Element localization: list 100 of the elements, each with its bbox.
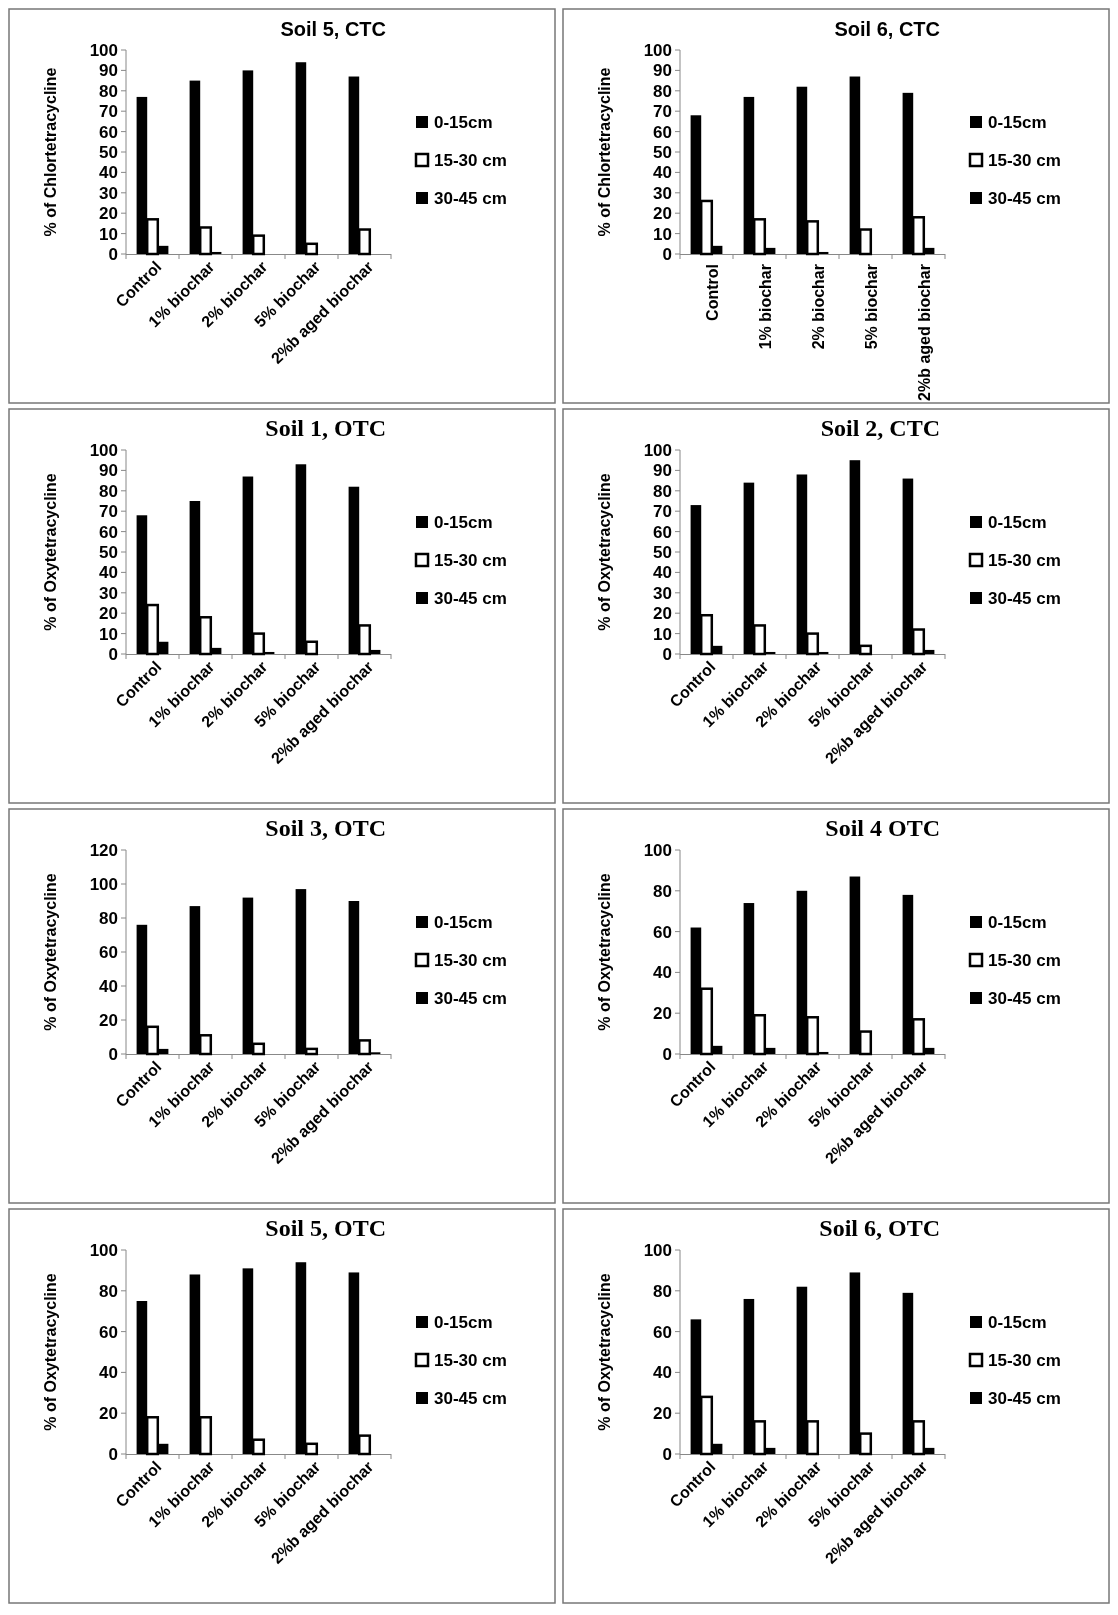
y-tick-label: 80 bbox=[653, 1281, 672, 1301]
legend-label: 0-15cm bbox=[434, 512, 493, 532]
y-tick-label: 0 bbox=[108, 1044, 118, 1064]
y-tick-label: 20 bbox=[653, 1004, 672, 1024]
y-tick-label: 100 bbox=[643, 840, 672, 860]
legend-label: 15-30 cm bbox=[434, 550, 507, 570]
y-tick-label: 120 bbox=[89, 840, 118, 860]
y-tick-label: 40 bbox=[99, 976, 118, 996]
y-tick-label: 40 bbox=[99, 563, 118, 583]
y-tick-label: 80 bbox=[653, 481, 672, 501]
y-tick-label: 0 bbox=[108, 1444, 118, 1464]
y-tick-label: 0 bbox=[662, 1044, 672, 1064]
y-tick-label: 60 bbox=[99, 122, 118, 142]
y-tick-label: 90 bbox=[653, 461, 672, 481]
y-tick-label: 80 bbox=[99, 1281, 118, 1301]
legend-label: 30-45 cm bbox=[434, 588, 507, 608]
y-tick-label: 100 bbox=[643, 1240, 672, 1260]
y-axis-title: % of Oxytetracycline bbox=[42, 873, 59, 1031]
y-tick-label: 30 bbox=[653, 183, 672, 203]
y-tick-label: 40 bbox=[653, 163, 672, 183]
chart-title: Soil 2, CTC bbox=[820, 415, 940, 441]
legend-label: 30-45 cm bbox=[434, 188, 507, 208]
legend-label: 0-15cm bbox=[434, 1312, 493, 1332]
legend-label: 0-15cm bbox=[988, 912, 1047, 932]
y-tick-label: 40 bbox=[653, 563, 672, 583]
legend-label: 30-45 cm bbox=[988, 988, 1061, 1008]
y-tick-label: 80 bbox=[99, 481, 118, 501]
y-tick-label: 90 bbox=[653, 61, 672, 81]
x-tick-label: 5% biochar bbox=[863, 264, 881, 350]
y-tick-label: 90 bbox=[99, 61, 118, 81]
y-tick-label: 60 bbox=[99, 942, 118, 962]
legend-label: 30-45 cm bbox=[988, 188, 1061, 208]
y-tick-label: 60 bbox=[99, 522, 118, 542]
y-tick-label: 0 bbox=[108, 644, 118, 664]
y-tick-label: 0 bbox=[662, 1444, 672, 1464]
chart-title: Soil 5, OTC bbox=[265, 1215, 386, 1241]
y-tick-label: 10 bbox=[99, 624, 118, 644]
y-tick-label: 80 bbox=[653, 81, 672, 101]
y-tick-label: 0 bbox=[662, 644, 672, 664]
legend-label: 30-45 cm bbox=[988, 588, 1061, 608]
legend-label: 30-45 cm bbox=[988, 1388, 1061, 1408]
legend-label: 15-30 cm bbox=[434, 1350, 507, 1370]
y-tick-label: 20 bbox=[653, 1404, 672, 1424]
legend-label: 0-15cm bbox=[988, 112, 1047, 132]
y-tick-label: 20 bbox=[653, 604, 672, 624]
legend-label: 0-15cm bbox=[988, 1312, 1047, 1332]
y-tick-label: 100 bbox=[89, 1240, 118, 1260]
legend-label: 15-30 cm bbox=[988, 950, 1061, 970]
chart-title: Soil 1, OTC bbox=[265, 415, 386, 441]
legend-label: 15-30 cm bbox=[988, 150, 1061, 170]
chart-title: Soil 4 OTC bbox=[825, 815, 940, 841]
y-tick-label: 80 bbox=[99, 908, 118, 928]
legend-label: 30-45 cm bbox=[434, 1388, 507, 1408]
y-axis-title: % of Oxytetracycline bbox=[42, 473, 59, 631]
y-tick-label: 70 bbox=[653, 102, 672, 122]
chart-title: Soil 6, CTC bbox=[834, 18, 940, 40]
y-tick-label: 70 bbox=[653, 502, 672, 522]
chart-title: Soil 5, CTC bbox=[280, 18, 386, 40]
y-tick-label: 50 bbox=[99, 142, 118, 162]
y-axis-title: % of Oxytetracycline bbox=[596, 873, 613, 1031]
y-tick-label: 50 bbox=[653, 542, 672, 562]
y-tick-label: 0 bbox=[662, 244, 672, 264]
x-tick-label: 1% biochar bbox=[757, 264, 775, 350]
y-tick-label: 70 bbox=[99, 102, 118, 122]
y-tick-label: 60 bbox=[653, 522, 672, 542]
legend-label: 0-15cm bbox=[988, 512, 1047, 532]
y-tick-label: 80 bbox=[653, 881, 672, 901]
y-axis-title: % of Oxytetracycline bbox=[42, 1273, 59, 1431]
y-tick-label: 40 bbox=[653, 1363, 672, 1383]
legend-label: 0-15cm bbox=[434, 912, 493, 932]
y-tick-label: 80 bbox=[99, 81, 118, 101]
x-tick-label: 2%b aged biochar bbox=[916, 264, 934, 401]
y-axis-title: % of Chlortetracycline bbox=[42, 67, 59, 237]
y-tick-label: 30 bbox=[99, 183, 118, 203]
y-axis-title: % of Chlortetracycline bbox=[596, 67, 613, 237]
y-tick-label: 60 bbox=[99, 1322, 118, 1342]
y-tick-label: 60 bbox=[653, 922, 672, 942]
y-tick-label: 0 bbox=[108, 244, 118, 264]
y-tick-label: 40 bbox=[653, 963, 672, 983]
y-tick-label: 20 bbox=[99, 1404, 118, 1424]
y-tick-label: 90 bbox=[99, 461, 118, 481]
y-tick-label: 20 bbox=[99, 604, 118, 624]
y-tick-label: 40 bbox=[99, 1363, 118, 1383]
legend-label: 15-30 cm bbox=[434, 950, 507, 970]
y-tick-label: 30 bbox=[99, 583, 118, 603]
y-tick-label: 10 bbox=[653, 624, 672, 644]
y-tick-label: 40 bbox=[99, 163, 118, 183]
chart-title: Soil 3, OTC bbox=[265, 815, 386, 841]
legend-label: 15-30 cm bbox=[988, 550, 1061, 570]
y-tick-label: 20 bbox=[653, 204, 672, 224]
y-tick-label: 100 bbox=[89, 440, 118, 460]
chart-title: Soil 6, OTC bbox=[819, 1215, 940, 1241]
x-tick-label: Control bbox=[704, 264, 722, 321]
y-axis-title: % of Oxytetracycline bbox=[596, 473, 613, 631]
y-tick-label: 60 bbox=[653, 1322, 672, 1342]
legend-label: 15-30 cm bbox=[988, 1350, 1061, 1370]
y-tick-label: 50 bbox=[653, 142, 672, 162]
legend-label: 30-45 cm bbox=[434, 988, 507, 1008]
y-tick-label: 100 bbox=[89, 40, 118, 60]
legend-label: 0-15cm bbox=[434, 112, 493, 132]
